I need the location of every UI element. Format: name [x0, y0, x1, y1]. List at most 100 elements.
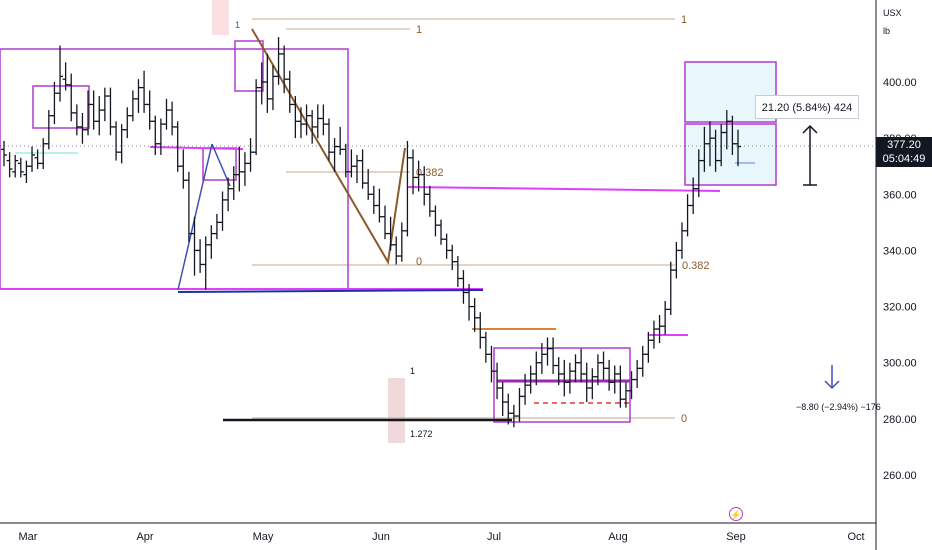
target-box-lower [684, 123, 777, 186]
time-tick-label: Oct [847, 531, 864, 543]
ohlc-bar [353, 154, 360, 184]
ohlc-bar [723, 110, 730, 150]
resistance-line-jun [406, 186, 721, 192]
ohlc-bar [286, 70, 293, 113]
ohlc-bar [191, 216, 198, 276]
ohlc-bar [382, 205, 389, 240]
ohlc-bar [337, 126, 344, 155]
ohlc-bar [426, 185, 433, 217]
ohlc-bar [163, 98, 170, 130]
fib-label-top: 1 [416, 24, 422, 36]
ohlc-bar [488, 345, 495, 383]
ohlc-bar [275, 37, 282, 85]
ohlc-bar [712, 129, 719, 172]
price-tick-label: 340.00 [883, 245, 917, 257]
measure-tooltip: 21.20 (5.84%) 424 [755, 95, 859, 119]
ohlc-bar [678, 222, 685, 259]
ohlc-bar [73, 104, 80, 136]
measure-arrow-head [802, 124, 818, 134]
ohlc-bar [219, 191, 226, 231]
price-tick-label: 400.00 [883, 77, 917, 89]
time-axis[interactable]: Mar Apr May Jun Jul Aug Sep Oct [19, 531, 865, 543]
chart-drawings [0, 0, 840, 443]
ohlc-bar [471, 298, 478, 332]
fib-label-bottom-0: 0 [681, 413, 687, 425]
ohlc-bar [292, 96, 299, 139]
ohlc-bar [303, 104, 310, 136]
range-box-top [234, 40, 264, 92]
ohlc-bar [185, 171, 192, 243]
ohlc-bar [421, 166, 428, 206]
time-tick-label: Mar [19, 531, 38, 543]
ohlc-bar [438, 219, 445, 245]
ohlc-bar [225, 177, 232, 212]
ohlc-bar [107, 87, 114, 136]
ohlc-bar [594, 354, 601, 386]
ohlc-bar [174, 121, 181, 172]
ohlc-bar [331, 138, 338, 172]
ohlc-bar [729, 115, 736, 155]
ohlc-bar [208, 225, 215, 259]
time-tick-label: Apr [136, 531, 153, 543]
range-box-jul [493, 347, 631, 423]
ohlc-bar [314, 104, 321, 139]
ohlc-bar [169, 101, 176, 136]
last-price-value: 377.20 [887, 139, 921, 151]
ohlc-bar [376, 188, 383, 223]
ohlc-bar [695, 149, 702, 198]
ohlc-bar [634, 359, 641, 388]
ohlc-bar [404, 140, 411, 237]
ohlc-bar [12, 154, 19, 178]
ohlc-bar [124, 107, 131, 139]
ohlc-bar [6, 152, 13, 178]
time-tick-label: Jul [487, 531, 501, 543]
price-tick-label: 260.00 [883, 470, 917, 482]
ohlc-bar [230, 166, 237, 200]
time-tick-label: May [253, 531, 274, 543]
ohlc-bar [650, 320, 657, 349]
ohlc-bar [477, 312, 484, 349]
ohlc-bar [662, 300, 669, 335]
range-box-small-left [32, 85, 90, 129]
ohlc-bar [370, 185, 377, 214]
fib-label-top-right: 1 [681, 14, 687, 26]
fib-label-0382: 0.382 [416, 167, 444, 179]
ohlc-bar [410, 149, 417, 195]
ohlc-bar [639, 345, 646, 377]
down-arrow-head [824, 380, 840, 390]
ohlc-bar [135, 79, 142, 113]
ohlc-bar [544, 337, 551, 366]
zigzag-pattern [251, 28, 406, 265]
ohlc-bar [62, 62, 69, 91]
ohlc-bar [718, 124, 725, 167]
ohlc-bar [90, 90, 97, 130]
ohlc-bar [387, 216, 394, 251]
ohlc-bar [735, 129, 741, 167]
ohlc-bar [454, 256, 461, 287]
ohlc-bar [253, 79, 260, 155]
ohlc-bar [241, 152, 248, 186]
lightning-icon[interactable]: ⚡ [729, 507, 743, 521]
ohlc-bar [415, 160, 422, 192]
ohlc-bar [297, 107, 304, 139]
ohlc-bar [533, 351, 540, 386]
ohlc-bar [667, 261, 674, 315]
ohlc-bar [443, 233, 450, 259]
ohlc-bar [258, 62, 265, 105]
ohlc-bar [101, 87, 108, 122]
range-box-large [0, 48, 349, 290]
ohlc-bar [516, 387, 523, 422]
ohlc-bar [40, 138, 47, 170]
ohlc-bar [656, 314, 663, 344]
price-axis[interactable]: 260.00280.00300.00320.00340.00360.00380.… [883, 77, 917, 482]
ohlc-bar [589, 368, 596, 400]
fib-ext-label-1272: 1.272 [410, 429, 433, 439]
ohlc-bar [146, 90, 153, 130]
time-marker-bottom [388, 378, 405, 443]
ohlc-bar [684, 194, 691, 237]
ohlc-bar [213, 213, 220, 240]
ohlc-bar [600, 351, 607, 380]
ohlc-bar [611, 365, 618, 394]
ohlc-bar [129, 90, 136, 122]
